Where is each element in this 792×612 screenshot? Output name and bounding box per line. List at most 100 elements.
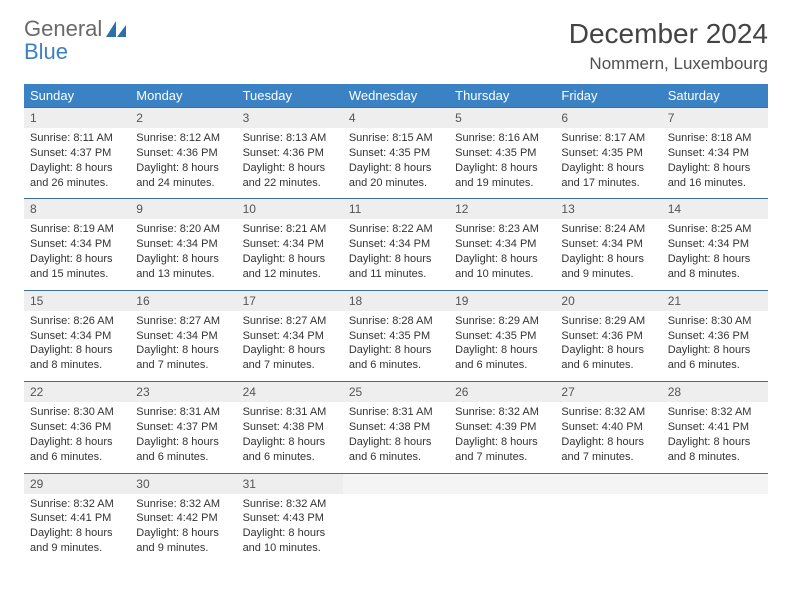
day-cell: Sunrise: 8:27 AMSunset: 4:34 PMDaylight:… xyxy=(130,311,236,382)
sunset-line: Sunset: 4:35 PM xyxy=(349,146,443,161)
day-cell: Sunrise: 8:32 AMSunset: 4:41 PMDaylight:… xyxy=(24,494,130,564)
day-number: 5 xyxy=(449,108,555,129)
day-content-row: Sunrise: 8:26 AMSunset: 4:34 PMDaylight:… xyxy=(24,311,768,382)
brand-part2: Blue xyxy=(24,39,68,64)
day-number: 18 xyxy=(343,290,449,311)
empty-cell xyxy=(343,494,449,564)
day-cell: Sunrise: 8:30 AMSunset: 4:36 PMDaylight:… xyxy=(24,402,130,473)
empty-cell xyxy=(555,473,661,494)
sunrise-line: Sunrise: 8:21 AM xyxy=(243,222,337,237)
sunset-line: Sunset: 4:34 PM xyxy=(349,237,443,252)
empty-cell xyxy=(449,494,555,564)
daylight-line: Daylight: 8 hours and 9 minutes. xyxy=(136,526,230,556)
weekday-header: Saturday xyxy=(662,84,768,108)
day-number: 28 xyxy=(662,382,768,403)
sunrise-line: Sunrise: 8:28 AM xyxy=(349,314,443,329)
day-cell: Sunrise: 8:24 AMSunset: 4:34 PMDaylight:… xyxy=(555,219,661,290)
day-number: 7 xyxy=(662,108,768,129)
day-cell: Sunrise: 8:32 AMSunset: 4:42 PMDaylight:… xyxy=(130,494,236,564)
day-number: 6 xyxy=(555,108,661,129)
day-cell: Sunrise: 8:11 AMSunset: 4:37 PMDaylight:… xyxy=(24,128,130,199)
day-cell: Sunrise: 8:19 AMSunset: 4:34 PMDaylight:… xyxy=(24,219,130,290)
sunset-line: Sunset: 4:34 PM xyxy=(30,237,124,252)
day-number: 21 xyxy=(662,290,768,311)
sunset-line: Sunset: 4:35 PM xyxy=(349,329,443,344)
day-cell: Sunrise: 8:32 AMSunset: 4:41 PMDaylight:… xyxy=(662,402,768,473)
sunrise-line: Sunrise: 8:12 AM xyxy=(136,131,230,146)
sunrise-line: Sunrise: 8:15 AM xyxy=(349,131,443,146)
sunrise-line: Sunrise: 8:27 AM xyxy=(243,314,337,329)
day-cell: Sunrise: 8:32 AMSunset: 4:40 PMDaylight:… xyxy=(555,402,661,473)
sunset-line: Sunset: 4:39 PM xyxy=(455,420,549,435)
day-number: 20 xyxy=(555,290,661,311)
day-cell: Sunrise: 8:12 AMSunset: 4:36 PMDaylight:… xyxy=(130,128,236,199)
sunset-line: Sunset: 4:34 PM xyxy=(243,329,337,344)
sunset-line: Sunset: 4:43 PM xyxy=(243,511,337,526)
day-content-row: Sunrise: 8:30 AMSunset: 4:36 PMDaylight:… xyxy=(24,402,768,473)
daylight-line: Daylight: 8 hours and 7 minutes. xyxy=(243,343,337,373)
day-cell: Sunrise: 8:27 AMSunset: 4:34 PMDaylight:… xyxy=(237,311,343,382)
sunset-line: Sunset: 4:34 PM xyxy=(455,237,549,252)
month-title: December 2024 xyxy=(569,18,768,50)
day-number: 3 xyxy=(237,108,343,129)
daylight-line: Daylight: 8 hours and 24 minutes. xyxy=(136,161,230,191)
sunrise-line: Sunrise: 8:32 AM xyxy=(668,405,762,420)
sunset-line: Sunset: 4:41 PM xyxy=(30,511,124,526)
sunset-line: Sunset: 4:34 PM xyxy=(561,237,655,252)
brand-part1: General xyxy=(24,16,102,41)
daylight-line: Daylight: 8 hours and 8 minutes. xyxy=(668,252,762,282)
daylight-line: Daylight: 8 hours and 8 minutes. xyxy=(668,435,762,465)
sunset-line: Sunset: 4:35 PM xyxy=(455,146,549,161)
header: General Blue December 2024 Nommern, Luxe… xyxy=(24,18,768,74)
day-cell: Sunrise: 8:22 AMSunset: 4:34 PMDaylight:… xyxy=(343,219,449,290)
day-number: 1 xyxy=(24,108,130,129)
sunset-line: Sunset: 4:34 PM xyxy=(668,146,762,161)
day-cell: Sunrise: 8:31 AMSunset: 4:37 PMDaylight:… xyxy=(130,402,236,473)
day-cell: Sunrise: 8:30 AMSunset: 4:36 PMDaylight:… xyxy=(662,311,768,382)
sunrise-line: Sunrise: 8:31 AM xyxy=(243,405,337,420)
sunset-line: Sunset: 4:36 PM xyxy=(668,329,762,344)
day-cell: Sunrise: 8:31 AMSunset: 4:38 PMDaylight:… xyxy=(237,402,343,473)
sunrise-line: Sunrise: 8:20 AM xyxy=(136,222,230,237)
day-cell: Sunrise: 8:16 AMSunset: 4:35 PMDaylight:… xyxy=(449,128,555,199)
sunset-line: Sunset: 4:40 PM xyxy=(561,420,655,435)
daylight-line: Daylight: 8 hours and 6 minutes. xyxy=(136,435,230,465)
day-number: 25 xyxy=(343,382,449,403)
sunrise-line: Sunrise: 8:13 AM xyxy=(243,131,337,146)
day-number: 19 xyxy=(449,290,555,311)
daylight-line: Daylight: 8 hours and 20 minutes. xyxy=(349,161,443,191)
day-cell: Sunrise: 8:29 AMSunset: 4:36 PMDaylight:… xyxy=(555,311,661,382)
sunrise-line: Sunrise: 8:18 AM xyxy=(668,131,762,146)
day-cell: Sunrise: 8:23 AMSunset: 4:34 PMDaylight:… xyxy=(449,219,555,290)
weekday-header-row: SundayMondayTuesdayWednesdayThursdayFrid… xyxy=(24,84,768,108)
sunset-line: Sunset: 4:34 PM xyxy=(30,329,124,344)
empty-cell xyxy=(449,473,555,494)
sunset-line: Sunset: 4:37 PM xyxy=(136,420,230,435)
day-number: 15 xyxy=(24,290,130,311)
daylight-line: Daylight: 8 hours and 7 minutes. xyxy=(561,435,655,465)
sunrise-line: Sunrise: 8:31 AM xyxy=(136,405,230,420)
daylight-line: Daylight: 8 hours and 6 minutes. xyxy=(349,435,443,465)
day-cell: Sunrise: 8:26 AMSunset: 4:34 PMDaylight:… xyxy=(24,311,130,382)
daylight-line: Daylight: 8 hours and 10 minutes. xyxy=(455,252,549,282)
sunrise-line: Sunrise: 8:30 AM xyxy=(30,405,124,420)
sunrise-line: Sunrise: 8:24 AM xyxy=(561,222,655,237)
empty-cell xyxy=(343,473,449,494)
daylight-line: Daylight: 8 hours and 6 minutes. xyxy=(561,343,655,373)
sunrise-line: Sunrise: 8:32 AM xyxy=(243,497,337,512)
day-number: 16 xyxy=(130,290,236,311)
day-number: 22 xyxy=(24,382,130,403)
sunrise-line: Sunrise: 8:31 AM xyxy=(349,405,443,420)
sunrise-line: Sunrise: 8:32 AM xyxy=(30,497,124,512)
day-cell: Sunrise: 8:32 AMSunset: 4:43 PMDaylight:… xyxy=(237,494,343,564)
sunset-line: Sunset: 4:36 PM xyxy=(243,146,337,161)
day-number: 13 xyxy=(555,199,661,220)
day-cell: Sunrise: 8:20 AMSunset: 4:34 PMDaylight:… xyxy=(130,219,236,290)
sunrise-line: Sunrise: 8:29 AM xyxy=(561,314,655,329)
sunset-line: Sunset: 4:42 PM xyxy=(136,511,230,526)
sunrise-line: Sunrise: 8:16 AM xyxy=(455,131,549,146)
day-number: 4 xyxy=(343,108,449,129)
sunset-line: Sunset: 4:37 PM xyxy=(30,146,124,161)
sunset-line: Sunset: 4:38 PM xyxy=(243,420,337,435)
day-number-row: 22232425262728 xyxy=(24,382,768,403)
